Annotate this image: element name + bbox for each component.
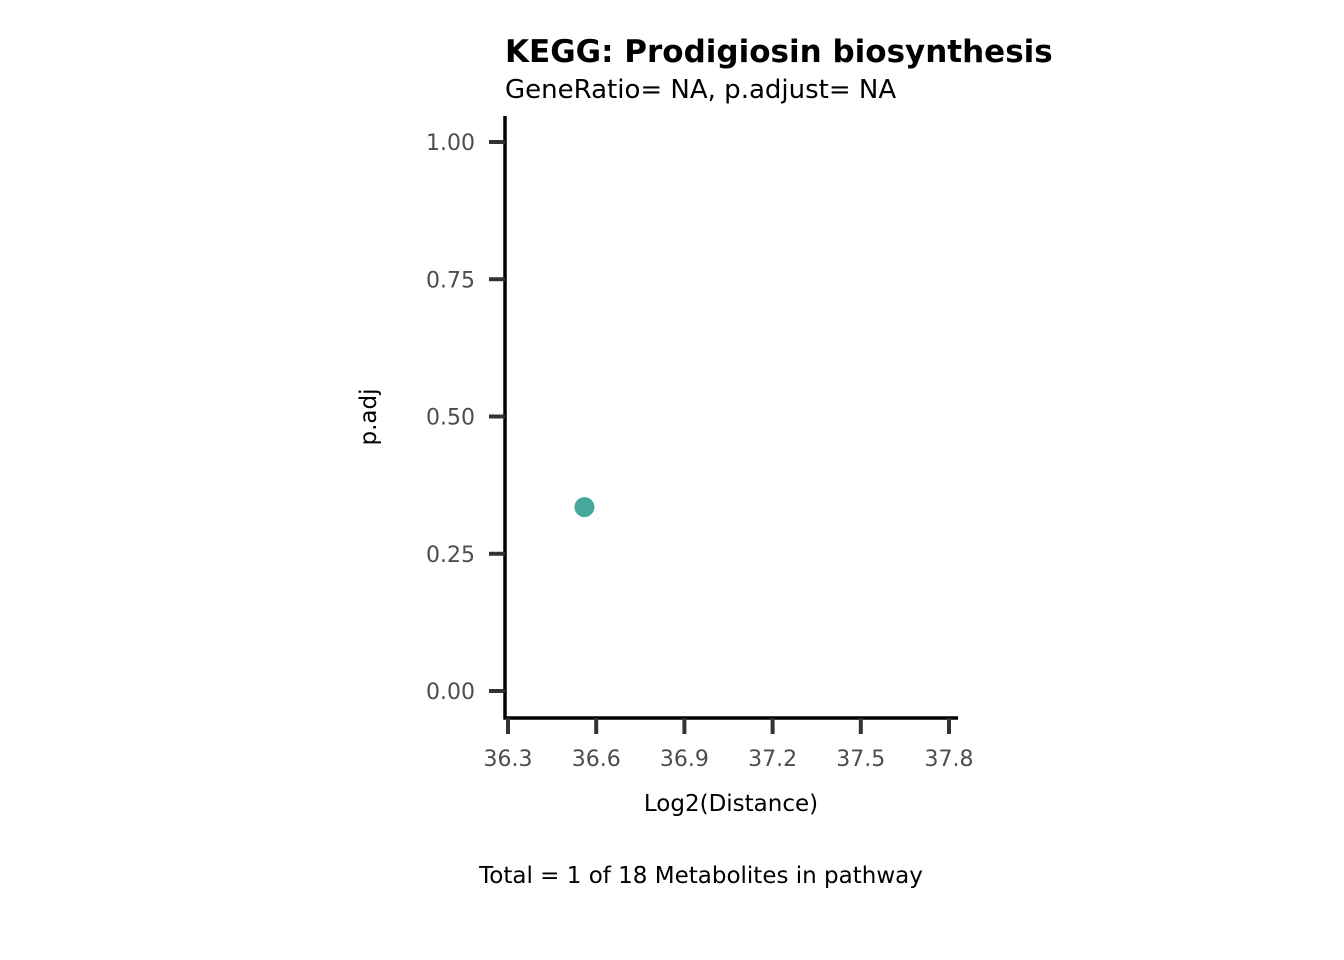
y-axis-title: p.adj [356,389,382,446]
chart-subtitle: GeneRatio= NA, p.adjust= NA [505,75,896,105]
x-tick-label: 36.6 [572,747,621,772]
data-point [574,497,595,518]
y-tick-label: 0.50 [426,406,475,431]
data-points [574,497,595,518]
x-tick-label: 37.8 [925,747,974,772]
x-tick-label: 37.5 [836,747,885,772]
y-tick-label: 0.75 [426,268,475,293]
y-tick-label: 0.25 [426,543,475,568]
x-tick-label: 36.9 [660,747,709,772]
y-tick-label: 0.00 [426,680,475,705]
x-axis-title: Log2(Distance) [644,791,818,817]
x-tick-label: 37.2 [748,747,797,772]
chart-title: KEGG: Prodigiosin biosynthesis [505,34,1053,70]
y-axis: 0.00 0.25 0.50 0.75 1.00 [426,116,507,720]
x-axis: 36.3 36.6 36.9 37.2 37.5 37.8 [484,716,974,772]
y-tick-label: 1.00 [426,131,475,156]
chart-caption: Total = 1 of 18 Metabolites in pathway [478,863,923,889]
x-tick-label: 36.3 [484,747,533,772]
